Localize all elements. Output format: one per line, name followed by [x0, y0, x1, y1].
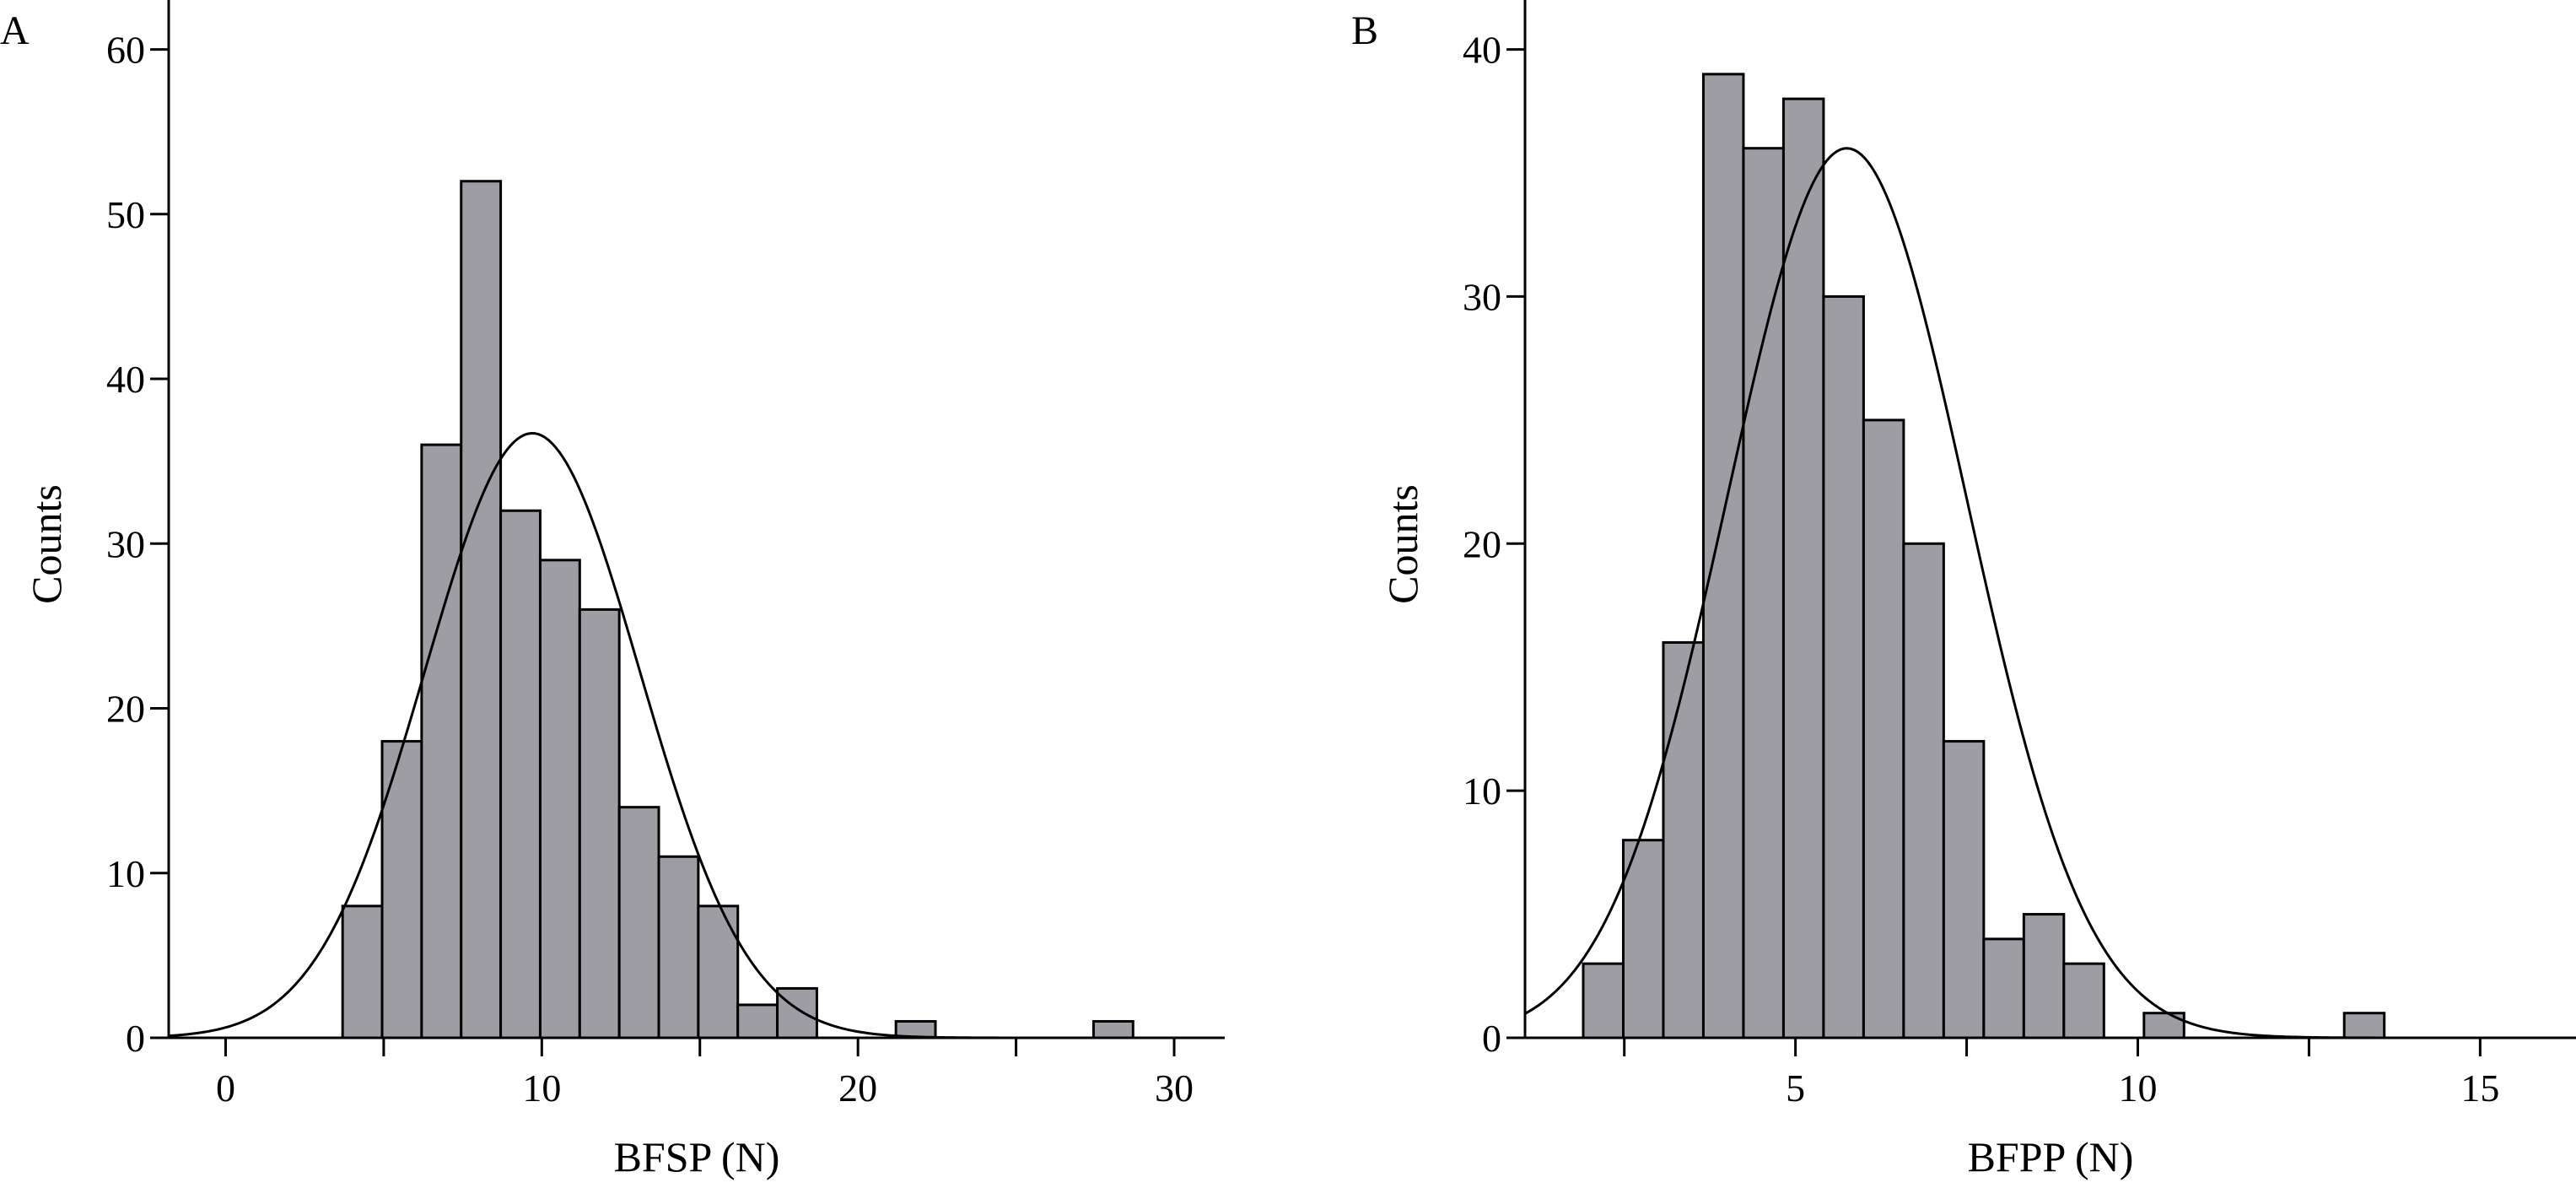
y-tick-label: 0: [1482, 1017, 1501, 1060]
histogram-bar: [1621, 839, 1665, 1040]
ticks-b: 5 10 15 0 10 20 30 40: [1463, 29, 2499, 1110]
histogram-bar: [1902, 542, 1945, 1040]
y-tick-label: 20: [106, 688, 145, 731]
y-tick-label: 10: [106, 852, 145, 895]
panel-label-b: B: [1351, 8, 1378, 53]
histogram-bars-b: [1582, 73, 2386, 1040]
histogram-bar: [2062, 962, 2105, 1040]
histogram-bar: [420, 443, 463, 1040]
ticks-a: 0 10 20 30 0 10 20 30 40 50 60: [106, 29, 1194, 1110]
histogram-bar: [1781, 97, 1825, 1040]
x-tick-label: 0: [216, 1066, 235, 1110]
panel-b: B 5 10 15 0 10 20 30 40 BFPP (N) Counts: [1351, 0, 2576, 1180]
histogram-bar: [341, 904, 384, 1040]
x-axis-title-a: BFSP (N): [614, 1133, 780, 1180]
y-axis-title-a: Counts: [23, 484, 70, 604]
histogram-bar: [1822, 294, 1865, 1040]
histogram-bar: [1942, 740, 1986, 1040]
histogram-bar: [1701, 73, 1745, 1040]
y-tick-label: 40: [1463, 29, 1501, 72]
histogram-bar: [1091, 1019, 1134, 1040]
histogram-bar: [1862, 418, 1905, 1040]
histogram-bar: [2022, 913, 2066, 1040]
y-tick-label: 30: [1463, 275, 1501, 318]
histogram-bar: [657, 855, 700, 1040]
histogram-bar: [380, 740, 423, 1040]
histogram-bar: [1582, 962, 1625, 1040]
y-tick-label: 30: [106, 522, 145, 565]
x-tick-label: 10: [2118, 1066, 2157, 1110]
x-tick-label: 10: [522, 1066, 561, 1110]
y-tick-label: 50: [106, 193, 145, 236]
x-tick-label: 20: [838, 1066, 877, 1110]
x-tick-label: 30: [1155, 1066, 1194, 1110]
y-tick-label: 10: [1463, 770, 1501, 813]
histogram-bars-a: [341, 180, 1134, 1040]
histogram-bar: [499, 509, 542, 1040]
histogram-bar: [2142, 1012, 2185, 1040]
histogram-bar: [2342, 1012, 2386, 1040]
histogram-bar: [776, 986, 818, 1040]
x-tick-label: 15: [2460, 1066, 2499, 1110]
y-tick-label: 60: [106, 29, 145, 72]
histogram-bar: [617, 806, 660, 1040]
y-tick-label: 0: [126, 1017, 145, 1060]
y-tick-label: 20: [1463, 522, 1501, 565]
x-axis-title-b: BFPP (N): [1968, 1133, 2134, 1180]
histogram-bar: [736, 1003, 779, 1040]
y-tick-label: 40: [106, 358, 145, 401]
y-axis-title-b: Counts: [1379, 484, 1426, 604]
histogram-bar: [697, 904, 740, 1040]
histogram-bar: [460, 180, 503, 1040]
panel-a: A 0 10 20 30 0 10 20 30 40 50 60 BFSP (N) Counts: [0, 0, 1225, 1180]
histogram-bar: [578, 608, 621, 1040]
panel-label-a: A: [0, 8, 30, 53]
histogram-bar: [1982, 937, 2025, 1040]
x-tick-label: 5: [1786, 1066, 1805, 1110]
histogram-bar: [538, 559, 581, 1040]
histogram-bar: [1662, 640, 1705, 1040]
